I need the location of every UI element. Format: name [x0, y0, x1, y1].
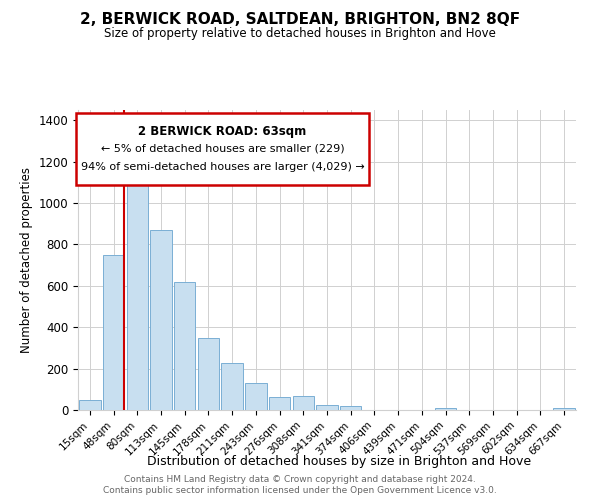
Text: Distribution of detached houses by size in Brighton and Hove: Distribution of detached houses by size …	[147, 454, 531, 468]
Bar	[435, 408, 456, 410]
Bar	[79, 400, 101, 410]
Bar	[221, 364, 243, 410]
Text: Contains public sector information licensed under the Open Government Licence v3: Contains public sector information licen…	[103, 486, 497, 495]
Bar	[293, 396, 314, 410]
Bar	[245, 383, 266, 410]
Text: Size of property relative to detached houses in Brighton and Hove: Size of property relative to detached ho…	[104, 28, 496, 40]
FancyBboxPatch shape	[76, 113, 370, 185]
Text: 94% of semi-detached houses are larger (4,029) →: 94% of semi-detached houses are larger (…	[80, 162, 364, 172]
Bar	[553, 408, 575, 410]
Text: Contains HM Land Registry data © Crown copyright and database right 2024.: Contains HM Land Registry data © Crown c…	[124, 475, 476, 484]
Bar	[127, 184, 148, 410]
Text: 2, BERWICK ROAD, SALTDEAN, BRIGHTON, BN2 8QF: 2, BERWICK ROAD, SALTDEAN, BRIGHTON, BN2…	[80, 12, 520, 28]
Bar	[269, 396, 290, 410]
Bar	[174, 282, 196, 410]
Bar	[151, 230, 172, 410]
Bar	[316, 405, 338, 410]
Text: ← 5% of detached houses are smaller (229): ← 5% of detached houses are smaller (229…	[101, 144, 344, 154]
Bar	[103, 255, 124, 410]
Bar	[198, 338, 219, 410]
Text: 2 BERWICK ROAD: 63sqm: 2 BERWICK ROAD: 63sqm	[138, 125, 307, 138]
Y-axis label: Number of detached properties: Number of detached properties	[20, 167, 33, 353]
Bar	[340, 406, 361, 410]
